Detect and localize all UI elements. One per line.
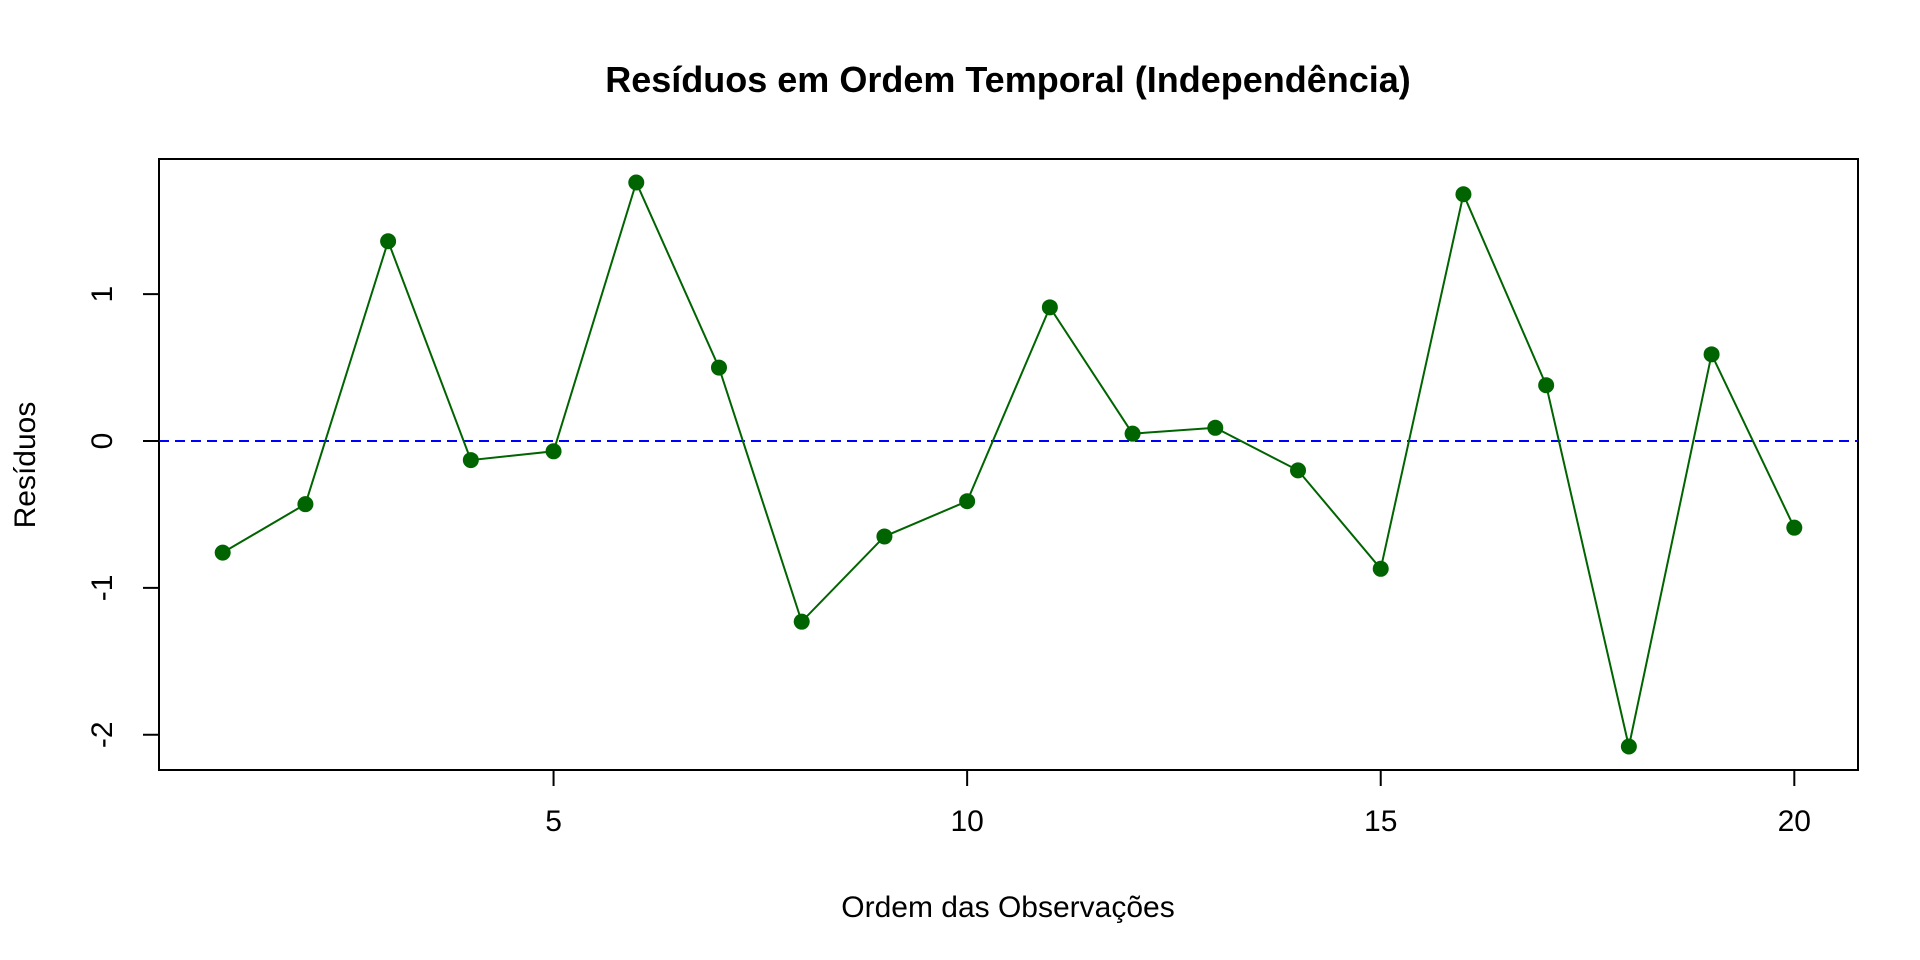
data-point bbox=[1703, 346, 1720, 363]
data-point bbox=[380, 233, 397, 250]
x-tick-label: 15 bbox=[1364, 805, 1397, 838]
y-tick-label: 0 bbox=[86, 433, 119, 450]
data-point bbox=[793, 613, 810, 630]
data-point bbox=[214, 544, 231, 561]
residuals-points bbox=[214, 174, 1803, 755]
data-point bbox=[1786, 519, 1803, 536]
data-point bbox=[1372, 560, 1389, 577]
data-point bbox=[545, 443, 562, 460]
x-tick-label: 20 bbox=[1778, 805, 1811, 838]
data-point bbox=[876, 528, 893, 545]
y-axis-label: Resíduos bbox=[9, 402, 42, 529]
chart-title: Resíduos em Ordem Temporal (Independênci… bbox=[605, 59, 1411, 100]
x-tick-label: 5 bbox=[545, 805, 562, 838]
x-axis-label: Ordem das Observações bbox=[841, 891, 1174, 924]
residuals-series-line bbox=[222, 179, 1796, 747]
y-tick-label: 1 bbox=[86, 286, 119, 303]
data-point bbox=[1538, 377, 1555, 394]
data-point bbox=[1455, 186, 1472, 203]
x-tick-label: 10 bbox=[950, 805, 983, 838]
data-point bbox=[462, 452, 479, 469]
y-axis: -2 -1 0 1 bbox=[86, 286, 159, 748]
data-point bbox=[710, 359, 727, 376]
data-point bbox=[1207, 419, 1224, 436]
data-point bbox=[628, 174, 645, 191]
data-point bbox=[959, 493, 976, 510]
data-point bbox=[1041, 299, 1058, 316]
y-tick-label: -1 bbox=[86, 575, 119, 602]
data-point bbox=[1290, 462, 1307, 479]
data-point bbox=[1124, 425, 1141, 442]
y-tick-label: -2 bbox=[86, 721, 119, 748]
data-point bbox=[1620, 738, 1637, 755]
data-point bbox=[297, 496, 314, 513]
plot-frame bbox=[158, 158, 1859, 771]
x-axis: 5 10 15 20 bbox=[545, 770, 1811, 838]
